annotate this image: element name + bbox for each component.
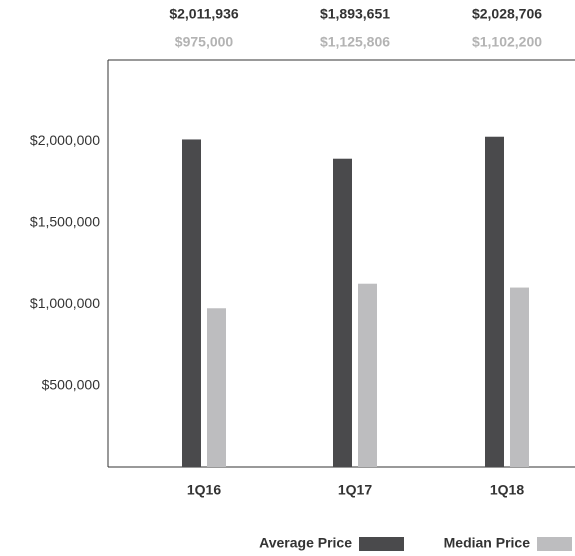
bar [182,139,201,467]
value-label: $1,125,806 [320,34,390,50]
legend-label: Median Price [444,535,531,551]
bar [358,283,377,467]
x-tick-label: 1Q17 [338,482,372,498]
value-label: $975,000 [175,34,234,50]
value-label: $1,893,651 [320,6,390,22]
value-label: $2,028,706 [472,6,542,22]
y-tick-label: $2,000,000 [30,132,100,148]
bar [510,287,529,467]
value-label: $2,011,936 [169,6,239,22]
bar [333,158,352,467]
legend-label: Average Price [259,535,352,551]
bar [485,136,504,467]
legend-swatch [359,537,404,551]
y-tick-label: $1,500,000 [30,214,100,230]
legend-swatch [537,537,572,551]
y-tick-label: $1,000,000 [30,295,100,311]
value-label: $1,102,200 [472,34,542,50]
y-tick-label: $500,000 [42,376,101,392]
bar [207,308,226,467]
x-tick-label: 1Q18 [490,482,524,498]
x-tick-label: 1Q16 [187,482,221,498]
